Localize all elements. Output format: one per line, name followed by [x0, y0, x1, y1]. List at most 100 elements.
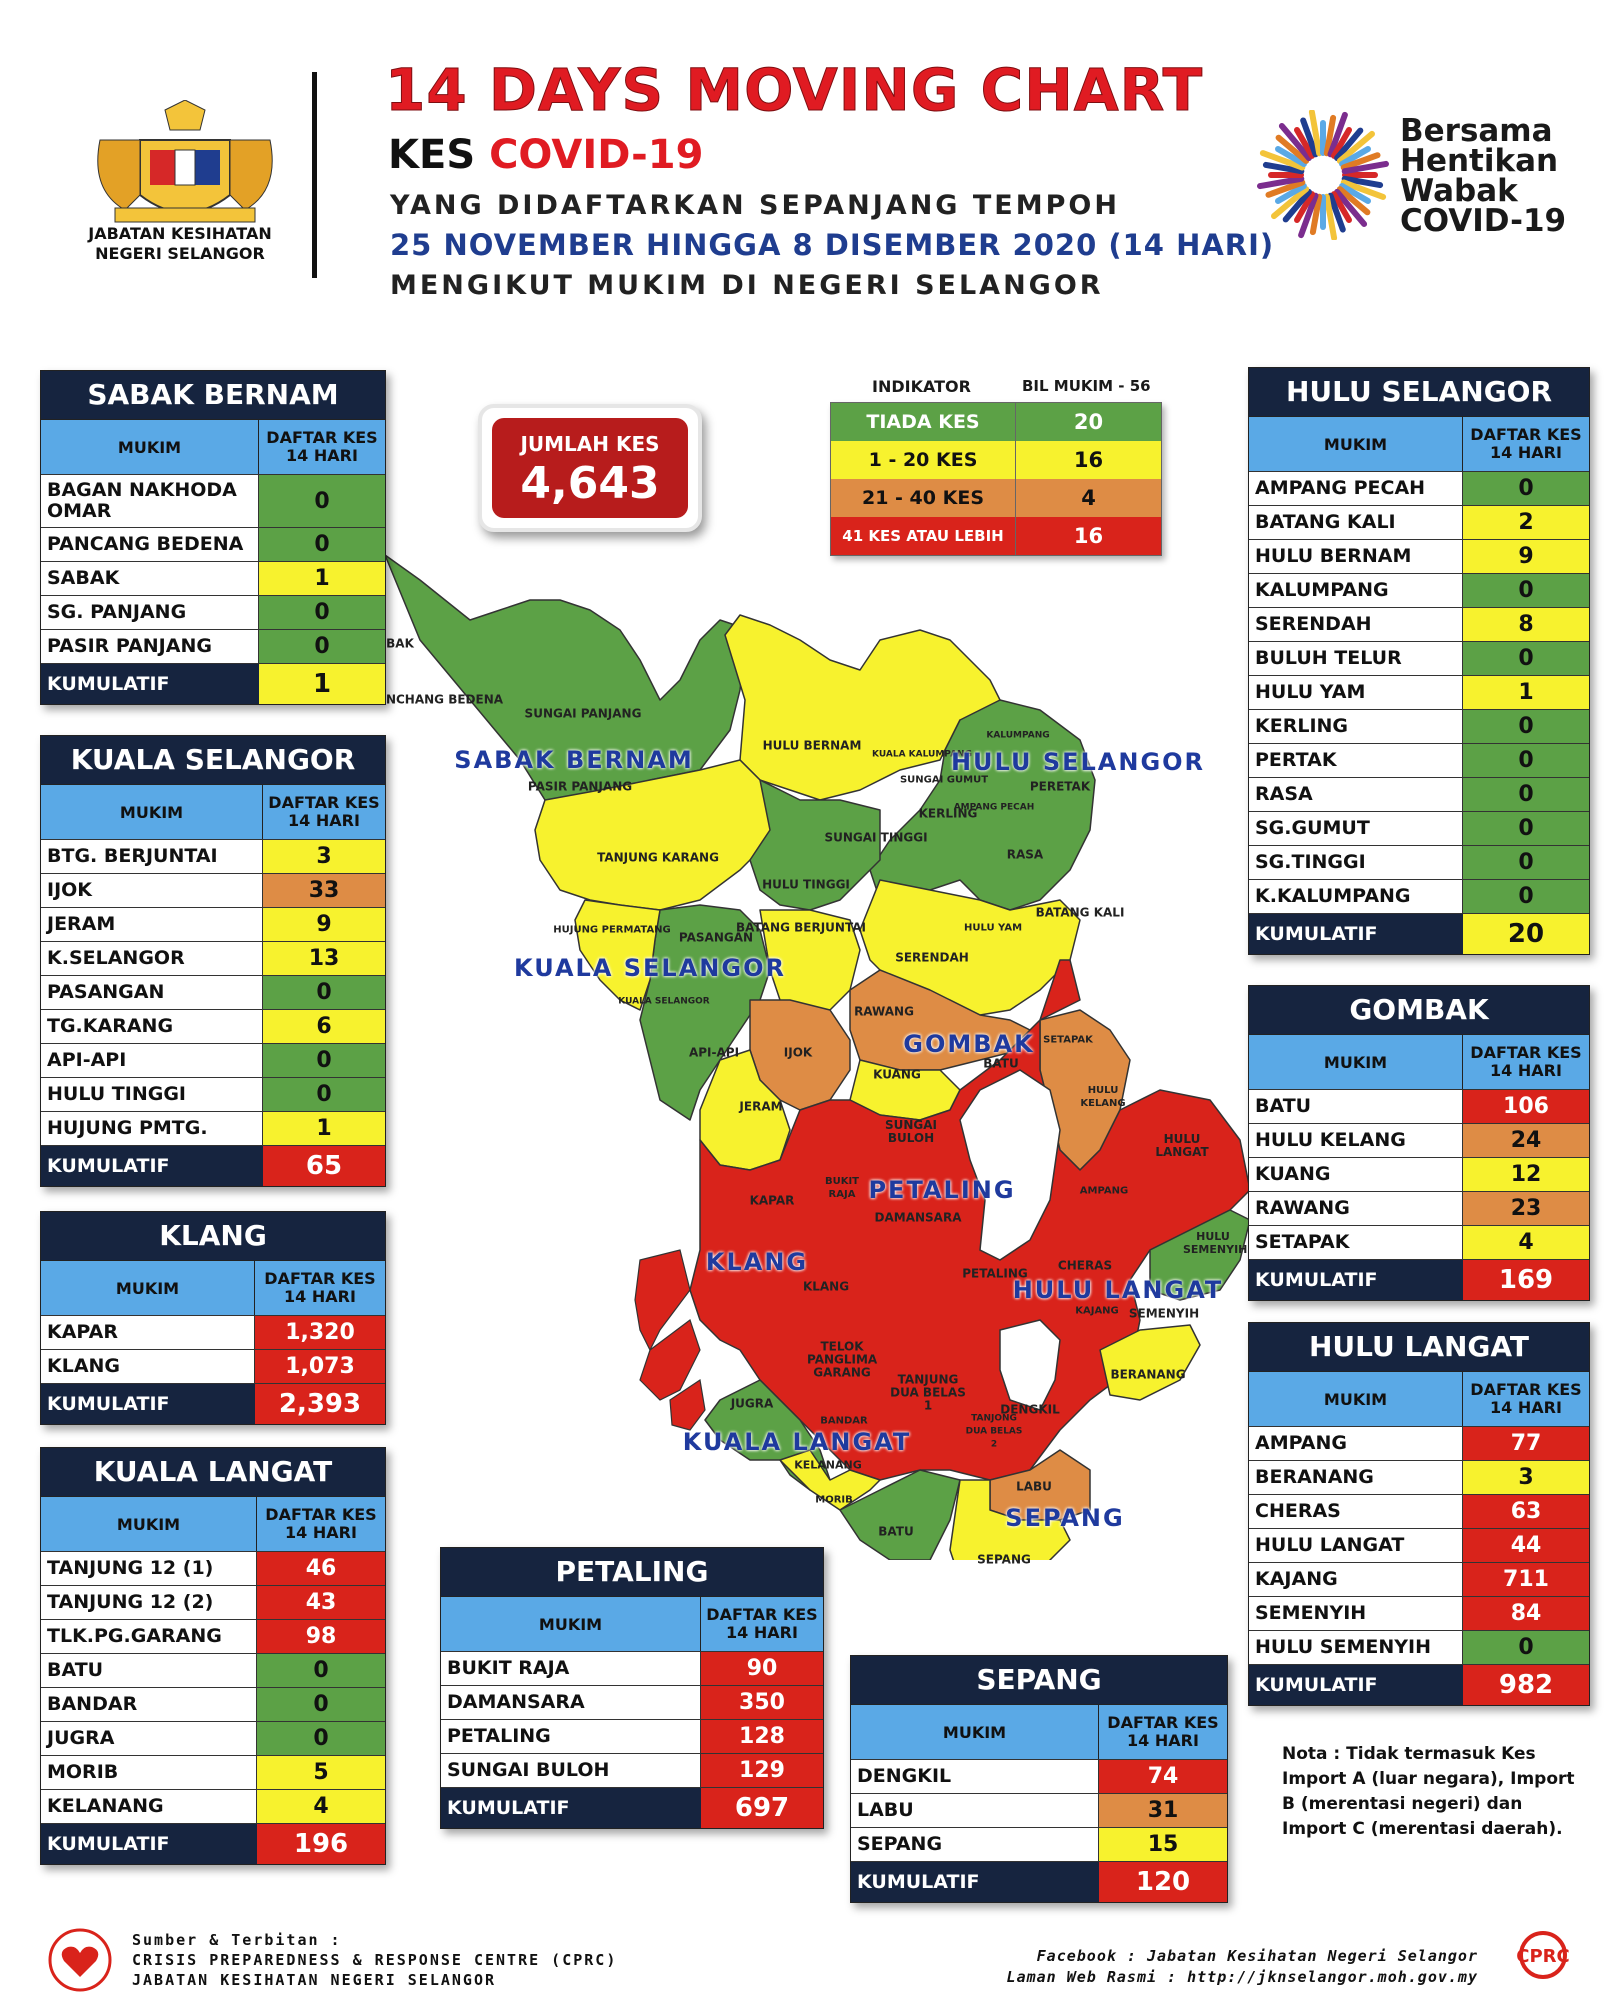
mukim-name: HULU BERNAM — [1249, 540, 1463, 573]
exclusion-note: Nota : Tidak termasuk Kes Import A (luar… — [1282, 1744, 1575, 1839]
case-count: 12 — [1463, 1158, 1589, 1191]
mukim-name: SG.TINGGI — [1249, 846, 1463, 879]
map-putrajaya-area — [999, 1319, 1061, 1411]
district-panel-klang: KLANG MUKIM DAFTAR KES 14 HARI KAPAR 1,320 KL… — [40, 1211, 386, 1425]
district-title: HULU LANGAT — [1249, 1323, 1589, 1371]
table-row: KAJANG 711 — [1249, 1562, 1589, 1596]
map-label-mukim: KELANANG — [794, 1458, 862, 1472]
case-count: 1,073 — [255, 1350, 385, 1383]
table-row: HULU BERNAM 9 — [1249, 539, 1589, 573]
sunburst-ray — [1340, 152, 1381, 171]
map-label-mukim: BATU — [983, 1056, 1019, 1071]
mukim-name: KUANG — [1249, 1158, 1463, 1191]
case-count: 0 — [263, 976, 385, 1009]
district-panel-hulu-selangor: HULU SELANGOR MUKIM DAFTAR KES 14 HARI AMPA… — [1248, 367, 1590, 955]
subtitle-region: MENGIKUT MUKIM DI NEGERI SELANGOR — [390, 270, 1104, 301]
mukim-name: KLANG — [41, 1350, 255, 1383]
map-label-mukim: KLANG — [802, 1279, 850, 1294]
table-row: JERAM 9 — [41, 907, 385, 941]
map-district-label: KLANG — [705, 1248, 809, 1276]
mukim-name: API-API — [41, 1044, 263, 1077]
map-label-mukim: SEMENYIH — [1128, 1306, 1200, 1321]
map-label-mukim: LABU — [1016, 1479, 1052, 1494]
case-count: 0 — [1463, 574, 1589, 607]
sunburst-ray — [1294, 191, 1315, 223]
mukim-column-header: MUKIM — [851, 1705, 1099, 1759]
map-district-label: HULU LANGAT — [1012, 1276, 1224, 1304]
map-label-mukim: SUNGAI PANJANG — [524, 706, 642, 721]
cumulative-count: 196 — [257, 1824, 385, 1864]
map-label-mukim: JERAM — [739, 1099, 783, 1114]
map-kuala-lumpur-area — [959, 1069, 1061, 1261]
sunburst-ray — [1262, 161, 1305, 175]
campaign-slogan: Bersama Hentikan Wabak COVID-19 — [1400, 113, 1567, 239]
table-row: SETAPAK 4 — [1249, 1225, 1589, 1259]
case-count: 3 — [263, 840, 385, 873]
map-label-mukim: SETAPAK — [1043, 1034, 1093, 1046]
map-label-mukim: HULU KELANG — [1080, 1085, 1126, 1109]
mukim-name: BUKIT RAJA — [441, 1652, 701, 1685]
legend-mukim-count: 20 — [1073, 410, 1104, 434]
map-label-mukim: KAJANG — [1075, 1305, 1119, 1317]
agency-name: JABATAN KESIHATAN NEGERI SELANGOR — [88, 224, 272, 263]
mukim-name: BATU — [1249, 1090, 1463, 1123]
case-count: 0 — [257, 1722, 385, 1755]
table-row: HULU LANGAT 44 — [1249, 1528, 1589, 1562]
table-row: K.KALUMPANG 0 — [1249, 879, 1589, 913]
map-label-mukim: BATANG BERJUNTAI — [736, 920, 866, 935]
sunburst-ray — [1309, 193, 1323, 236]
table-header: MUKIM DAFTAR KES 14 HARI — [41, 1496, 385, 1551]
case-count: 2 — [1463, 506, 1589, 539]
kes-heading: KES COVID-19 — [388, 132, 704, 178]
mukim-name: SETAPAK — [1249, 1226, 1463, 1259]
table-row: KELANANG 4 — [41, 1789, 385, 1823]
table-row: HUJUNG PMTG. 1 — [41, 1111, 385, 1145]
map-label-mukim: KAPAR — [749, 1193, 795, 1208]
case-count: 33 — [263, 874, 385, 907]
table-row: SG.TINGGI 0 — [1249, 845, 1589, 879]
district-panel-sepang: SEPANG MUKIM DAFTAR KES 14 HARI DENGKIL 74 LA… — [850, 1655, 1228, 1903]
mukim-name: AMPANG PECAH — [1249, 472, 1463, 505]
mukim-name: KERLING — [1249, 710, 1463, 743]
contact-info: Facebook : Jabatan Kesihatan Negeri Sela… — [1006, 1947, 1478, 1986]
table-row: PANCANG BEDENA 0 — [41, 527, 385, 561]
mukim-name: HULU LANGAT — [1249, 1529, 1463, 1562]
table-row: LABU 31 — [851, 1793, 1227, 1827]
mukim-name: MORIB — [41, 1756, 257, 1789]
mukim-name: SG. PANJANG — [41, 596, 259, 629]
table-row: BUKIT RAJA 90 — [441, 1651, 823, 1685]
cumulative-label: KUMULATIF — [41, 664, 259, 704]
district-panel-petaling: PETALING MUKIM DAFTAR KES 14 HARI BUKIT RAJ… — [440, 1547, 824, 1829]
legend-row: 21 - 40 KES 4 — [831, 479, 1161, 517]
table-header: MUKIM DAFTAR KES 14 HARI — [1249, 416, 1589, 471]
case-count: 43 — [257, 1586, 385, 1619]
legend-mukim-count: 16 — [1073, 524, 1104, 548]
table-row: BANDAR 0 — [41, 1687, 385, 1721]
map-region-batu-kuala-langat — [839, 1469, 961, 1560]
map-label-mukim: BATANG KALI — [1035, 905, 1125, 920]
mukim-name: TLK.PG.GARANG — [41, 1620, 257, 1653]
table-row: SG.GUMUT 0 — [1249, 811, 1589, 845]
map-label-mukim: BANDAR — [820, 1415, 868, 1427]
case-count: 4 — [257, 1790, 385, 1823]
case-count: 350 — [701, 1686, 823, 1719]
map-label-mukim: JUGRA — [730, 1396, 774, 1411]
sunburst-ray — [1300, 117, 1319, 158]
case-count: 63 — [1463, 1495, 1589, 1528]
table-row: JUGRA 0 — [41, 1721, 385, 1755]
table-row: KUANG 12 — [1249, 1157, 1589, 1191]
case-count: 0 — [257, 1688, 385, 1721]
map-region-kuala-selangor — [639, 904, 771, 1121]
case-count: 13 — [263, 942, 385, 975]
mukim-name: BTG. BERJUNTAI — [41, 840, 263, 873]
map-label-mukim: PETALING — [962, 1266, 1028, 1281]
mukim-name: PETALING — [441, 1720, 701, 1753]
legend-indicator-header: INDIKATOR — [872, 377, 971, 396]
campaign-sunburst-logo — [1257, 110, 1389, 240]
cumulative-count: 169 — [1463, 1260, 1589, 1300]
map-district-label: KUALA LANGAT — [682, 1428, 912, 1456]
sunburst-ray — [1341, 160, 1389, 175]
map-label-mukim: AMPANG PECAH — [953, 802, 1035, 813]
case-count: 44 — [1463, 1529, 1589, 1562]
table-row: PERTAK 0 — [1249, 743, 1589, 777]
